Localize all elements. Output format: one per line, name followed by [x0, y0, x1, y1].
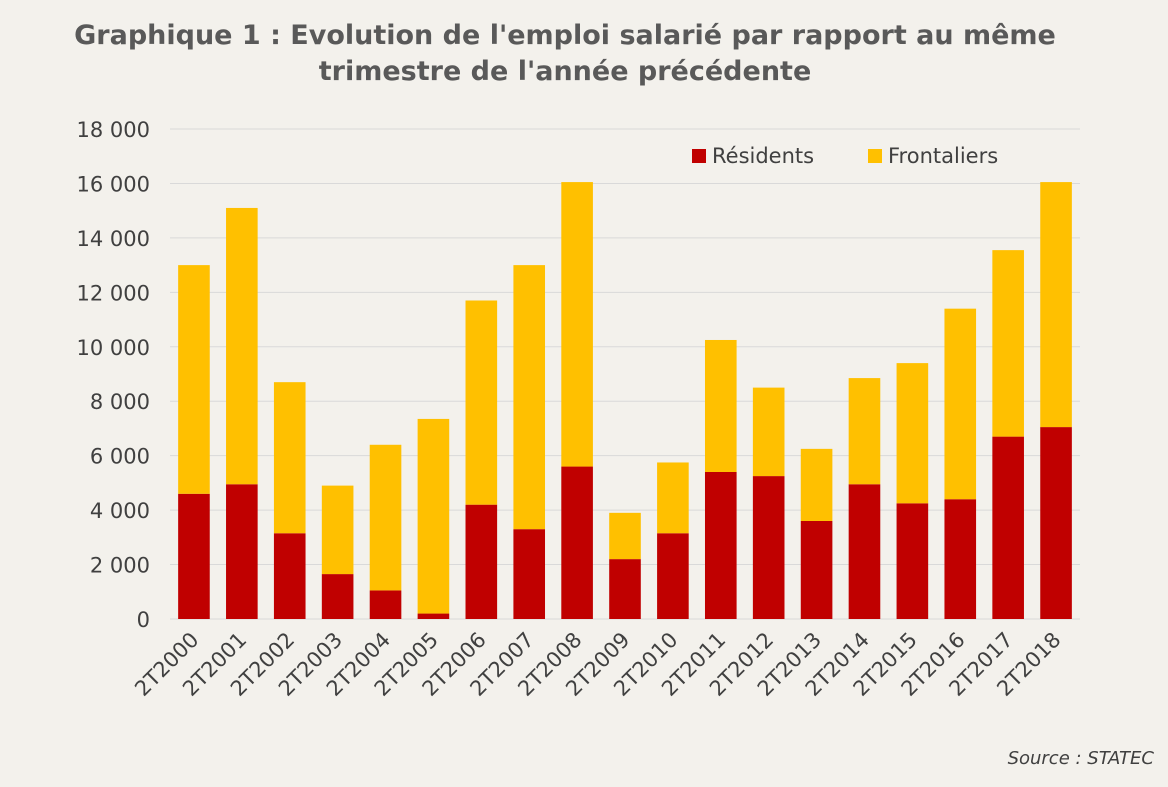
legend-label-frontaliers: Frontaliers — [888, 144, 998, 168]
bar-residents — [704, 472, 737, 619]
bar-frontaliers — [992, 250, 1024, 437]
bar-frontaliers — [321, 485, 354, 575]
bar-residents — [944, 499, 977, 619]
bar-residents — [657, 533, 689, 619]
bar-frontaliers — [226, 207, 258, 485]
y-tick-label: 4 000 — [90, 499, 150, 523]
bar-residents — [896, 503, 929, 619]
legend-label-residents: Résidents — [712, 144, 814, 168]
chart-title-line-2: trimestre de l'année précédente — [318, 56, 812, 87]
bar-residents — [1040, 427, 1072, 619]
bar-frontaliers — [800, 448, 833, 521]
chart-title: Graphique 1 : Evolution de l'emploi sala… — [0, 18, 1130, 90]
legend-swatch-frontaliers — [868, 149, 882, 163]
bar-residents — [752, 476, 785, 619]
bar-frontaliers — [178, 265, 210, 494]
bar-frontaliers — [752, 387, 785, 477]
bar-residents — [369, 590, 402, 619]
y-tick-label: 18 000 — [77, 118, 150, 142]
bar-residents — [848, 484, 881, 619]
y-tick-label: 12 000 — [77, 281, 150, 305]
bar-residents — [417, 613, 450, 619]
bar-residents — [465, 504, 498, 619]
bar-residents — [800, 521, 833, 619]
y-tick-label: 2 000 — [90, 554, 150, 578]
y-tick-label: 10 000 — [77, 336, 150, 360]
bar-frontaliers — [273, 382, 306, 534]
bar-frontaliers — [465, 300, 498, 505]
bar-frontaliers — [704, 339, 737, 472]
bar-frontaliers — [848, 378, 881, 485]
bar-frontaliers — [1040, 182, 1072, 428]
bar-frontaliers — [369, 444, 402, 591]
bar-residents — [178, 493, 210, 619]
chart-title-line-1: Graphique 1 : Evolution de l'emploi sala… — [74, 20, 1056, 51]
bar-frontaliers — [944, 308, 977, 500]
bar-residents — [273, 533, 306, 619]
bar-residents — [321, 574, 354, 619]
bar-residents — [609, 559, 641, 619]
bar-frontaliers — [417, 418, 450, 614]
bar-frontaliers — [896, 363, 929, 504]
y-tick-label: 14 000 — [77, 227, 150, 251]
source-note: Source : STATEC — [1007, 748, 1154, 769]
legend-swatch-residents — [692, 149, 706, 163]
y-tick-label: 8 000 — [90, 390, 150, 414]
y-tick-label: 0 — [137, 608, 150, 632]
bar-frontaliers — [657, 462, 689, 534]
bar-residents — [226, 484, 258, 619]
y-tick-label: 16 000 — [77, 172, 150, 196]
bar-residents — [992, 436, 1024, 619]
bar-frontaliers — [561, 182, 593, 467]
bar-frontaliers — [513, 265, 546, 530]
y-tick-label: 6 000 — [90, 445, 150, 469]
bar-residents — [513, 529, 546, 619]
bar-frontaliers — [609, 512, 641, 560]
bar-residents — [561, 466, 593, 619]
